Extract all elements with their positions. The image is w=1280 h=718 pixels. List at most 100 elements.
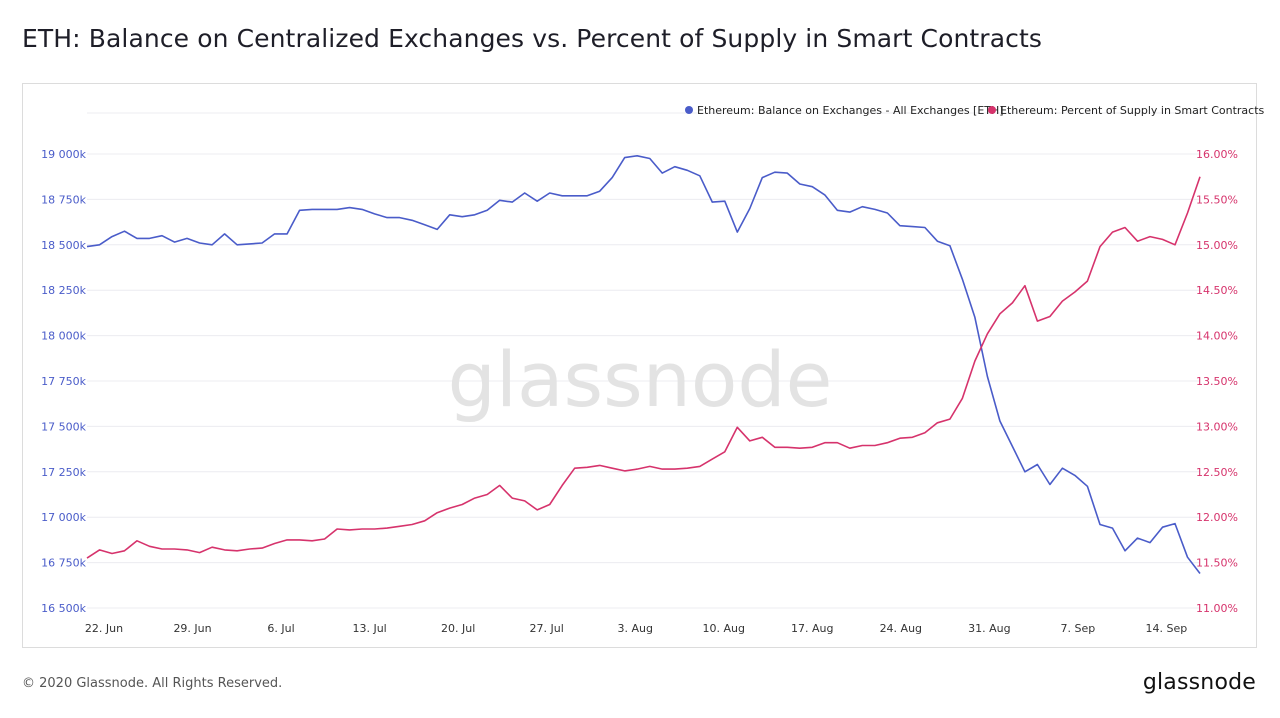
data-point (1160, 525, 1164, 529)
x-tick-label: 10. Aug (702, 622, 744, 635)
data-point (1023, 470, 1027, 474)
right-tick-label: 12.00% (1196, 511, 1238, 524)
data-point (985, 332, 989, 336)
data-point (535, 199, 539, 203)
data-point (948, 417, 952, 421)
data-point (1110, 526, 1114, 530)
data-point (498, 483, 502, 487)
left-tick-label: 18 750k (41, 193, 86, 206)
data-point (423, 519, 427, 523)
data-point (498, 198, 502, 202)
legend-item-percent[interactable]: Ethereum: Percent of Supply in Smart Con… (988, 104, 1265, 117)
x-tick-label: 24. Aug (880, 622, 922, 635)
data-point (860, 443, 864, 447)
data-point (1010, 301, 1014, 305)
data-point (435, 227, 439, 231)
left-tick-label: 17 000k (41, 511, 86, 524)
data-point (322, 207, 326, 211)
data-point (710, 457, 714, 461)
data-point (135, 236, 139, 240)
data-point (385, 526, 389, 530)
data-point (1160, 237, 1164, 241)
data-point (460, 215, 464, 219)
data-point (448, 213, 452, 217)
data-point (648, 464, 652, 468)
data-point (1010, 444, 1014, 448)
legend[interactable]: Ethereum: Balance on Exchanges - All Exc… (685, 104, 1265, 117)
right-tick-label: 15.50% (1196, 193, 1238, 206)
data-point (1073, 290, 1077, 294)
data-point (885, 441, 889, 445)
data-point (423, 223, 427, 227)
data-point (1198, 571, 1202, 575)
data-point (1148, 540, 1152, 544)
data-point (785, 445, 789, 449)
data-point (548, 502, 552, 506)
data-point (1185, 555, 1189, 559)
data-point (1085, 279, 1089, 283)
data-point (122, 229, 126, 233)
right-tick-label: 15.00% (1196, 239, 1238, 252)
data-point (785, 171, 789, 175)
data-point (735, 425, 739, 429)
data-point (1060, 299, 1064, 303)
data-point (573, 194, 577, 198)
data-point (1035, 319, 1039, 323)
data-point (397, 524, 401, 528)
data-point (823, 441, 827, 445)
data-point (1135, 239, 1139, 243)
data-point (835, 441, 839, 445)
data-point (310, 539, 314, 543)
data-point (272, 541, 276, 545)
data-point (723, 199, 727, 203)
x-tick-label: 27. Jul (530, 622, 564, 635)
data-point (910, 224, 914, 228)
data-point (548, 191, 552, 195)
glassnode-logo[interactable]: glassnode (1142, 670, 1256, 695)
data-point (660, 171, 664, 175)
data-point (1110, 230, 1114, 234)
series-line-balance (86, 155, 1201, 574)
data-point (798, 446, 802, 450)
data-point (197, 550, 201, 554)
data-point (485, 492, 489, 496)
data-point (648, 156, 652, 160)
data-point (960, 396, 964, 400)
data-point (322, 537, 326, 541)
data-point (247, 547, 251, 551)
left-tick-label: 17 500k (41, 420, 86, 433)
left-tick-label: 18 250k (41, 284, 86, 297)
data-point (573, 466, 577, 470)
data-point (410, 522, 414, 526)
chart-grid (87, 112, 1200, 609)
right-tick-label: 13.00% (1196, 420, 1238, 433)
data-point (310, 207, 314, 211)
data-point (185, 548, 189, 552)
data-point (372, 212, 376, 216)
data-point (222, 548, 226, 552)
legend-item-balance[interactable]: Ethereum: Balance on Exchanges - All Exc… (685, 104, 1004, 117)
data-point (885, 211, 889, 215)
data-point (810, 185, 814, 189)
data-point (147, 236, 151, 240)
data-point (735, 230, 739, 234)
data-point (510, 496, 514, 500)
data-point (1098, 522, 1102, 526)
data-point (485, 208, 489, 212)
left-tick-label: 16 500k (41, 602, 86, 615)
data-point (235, 549, 239, 553)
right-tick-label: 13.50% (1196, 375, 1238, 388)
data-point (1123, 225, 1127, 229)
right-tick-label: 11.50% (1196, 557, 1238, 570)
legend-dot-icon (685, 106, 693, 114)
right-axis-ticks: 16.00% 15.50% 15.00% 14.50% 14.00% 13.50% 13.0… (1196, 148, 1238, 615)
x-tick-label: 14. Sep (1146, 622, 1188, 635)
data-point (435, 511, 439, 515)
data-point (710, 200, 714, 204)
data-point (97, 243, 101, 247)
data-point (85, 244, 89, 248)
data-point (172, 547, 176, 551)
x-tick-label: 20. Jul (441, 622, 475, 635)
x-tick-label: 7. Sep (1061, 622, 1096, 635)
